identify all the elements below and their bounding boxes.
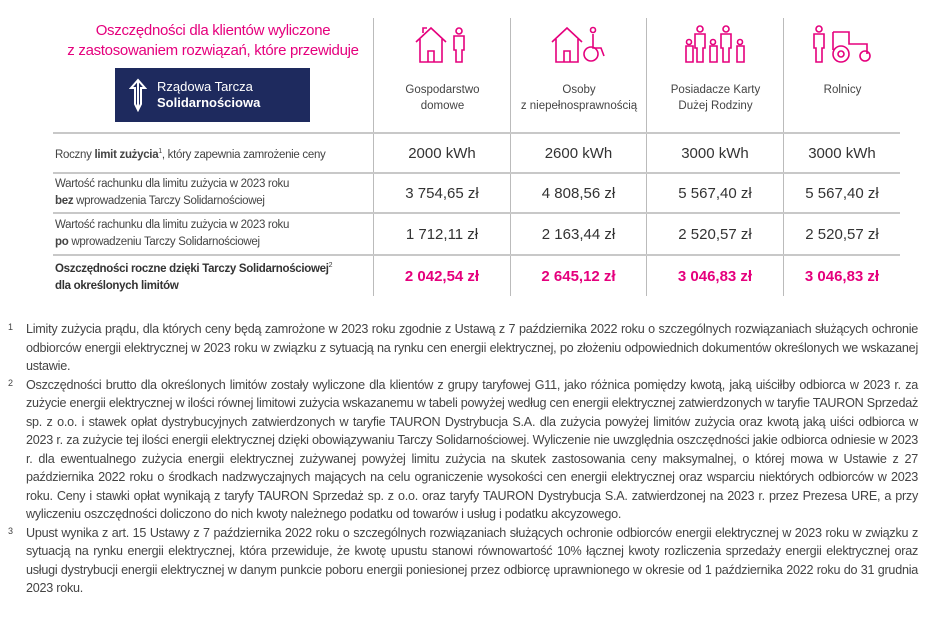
- footnote-3: 3 Upust wynika z art. 15 Ustawy z 7 paźdz…: [8, 525, 918, 596]
- row-label: Wartość rachunku dla limitu zużycia w 20…: [55, 219, 290, 248]
- value-cell: 1 712,11 zł: [373, 214, 510, 254]
- footnotes: 1 Limity zużycia prądu, dla których ceny …: [8, 320, 918, 598]
- savings-cell: 2 645,12 zł: [510, 256, 646, 296]
- value-cell: 3000 kWh: [646, 134, 783, 172]
- column-header-gospodarstwo: Gospodarstwo domowe: [373, 18, 510, 132]
- family-icon: [684, 25, 745, 63]
- column-header-osoby: Osoby z niepełnosprawnością: [510, 18, 646, 132]
- savings-cell: 2 042,54 zł: [373, 256, 510, 296]
- value-cell: 5 567,40 zł: [783, 174, 900, 212]
- footnote-2: 2 Oszczędności brutto dla określonych lim…: [8, 377, 918, 522]
- row-label: Wartość rachunku dla limitu zużycia w 20…: [55, 178, 290, 207]
- value-cell: 2600 kWh: [510, 134, 646, 172]
- table-title: Oszczędności dla klientów wyliczone z za…: [67, 22, 359, 59]
- table-row: Wartość rachunku dla limitu zużycia w 20…: [53, 172, 900, 212]
- row-label: Oszczędności roczne dzięki Tarczy Solida…: [55, 262, 333, 292]
- value-cell: 3000 kWh: [783, 134, 900, 172]
- farmer-tractor-icon: [812, 25, 871, 63]
- shield-arrow-icon: [129, 78, 147, 112]
- house-wheelchair-icon: [551, 26, 605, 63]
- savings-cell: 3 046,83 zł: [783, 256, 900, 296]
- value-cell: 2 163,44 zł: [510, 214, 646, 254]
- value-cell: 2 520,57 zł: [646, 214, 783, 254]
- value-cell: 5 567,40 zł: [646, 174, 783, 212]
- value-cell: 2 520,57 zł: [783, 214, 900, 254]
- table-row: Roczny limit zużycia1, który zapewnia za…: [53, 132, 900, 172]
- row-label: Roczny limit zużycia1, który zapewnia za…: [55, 147, 326, 161]
- house-person-icon: [414, 26, 465, 63]
- column-header-kdr: Posiadacze Karty Dużej Rodziny: [646, 18, 783, 132]
- table-row-savings: Oszczędności roczne dzięki Tarczy Solida…: [53, 254, 900, 296]
- value-cell: 2000 kWh: [373, 134, 510, 172]
- savings-cell: 3 046,83 zł: [646, 256, 783, 296]
- value-cell: 4 808,56 zł: [510, 174, 646, 212]
- column-header-rolnicy: Rolnicy: [783, 18, 900, 132]
- value-cell: 3 754,65 zł: [373, 174, 510, 212]
- rzadowa-tarcza-logo: Rządowa Tarcza Solidarnościowa: [115, 68, 310, 122]
- table-row: Wartość rachunku dla limitu zużycia w 20…: [53, 212, 900, 254]
- footnote-1: 1 Limity zużycia prądu, dla których ceny …: [8, 322, 918, 373]
